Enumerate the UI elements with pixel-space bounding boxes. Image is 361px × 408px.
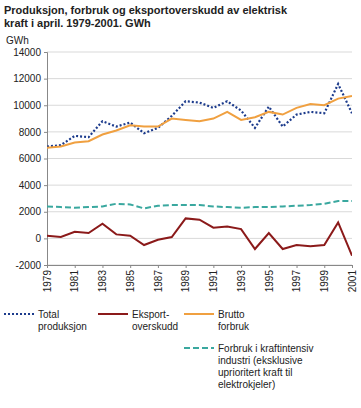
y-tick-label: 6000 [19,153,42,164]
grid-line [47,78,352,79]
y-tick-mark [44,105,47,106]
y-tick-label: 14000 [13,47,41,58]
x-tick-label: 1987 [153,270,164,293]
series-line [47,84,352,147]
x-tick-label: 1983 [97,270,108,293]
x-tick-label: 1981 [69,270,80,293]
y-tick-mark [44,159,47,160]
x-tick-mark [186,265,187,268]
x-tick-label: 1979 [42,270,53,293]
y-tick-mark [44,132,47,133]
y-tick-mark [44,52,47,53]
legend-label: Forbruk i kraftintensivindustri (eksklus… [218,343,314,390]
x-tick-label: 1995 [264,270,275,293]
x-tick-mark [352,265,353,268]
grid [47,52,352,265]
y-tick: 0 [35,233,47,244]
series-line [47,218,352,255]
x-tick: 1995 [264,265,275,292]
x-tick-label: 1993 [236,270,247,293]
x-tick-mark [324,265,325,268]
y-tick-label: 0 [35,233,41,244]
x-tick: 1983 [97,265,108,292]
y-tick-mark [44,185,47,186]
y-tick: 8000 [19,127,47,138]
y-tick: 4000 [19,180,47,191]
y-tick-mark [44,238,47,239]
x-tick-mark [102,265,103,268]
x-tick-mark [241,265,242,268]
legend-swatch [98,313,128,315]
y-tick-label: 10000 [13,100,41,111]
y-tick-mark [44,79,47,80]
legend-item: Eksport-overskudd [98,309,178,332]
y-tick: 12000 [13,73,47,84]
x-tick: 1993 [236,265,247,292]
lines [47,84,352,256]
title: Produksjon, forbruk og eksportoverskudd … [4,4,288,29]
x-tick-label: 1997 [291,270,302,293]
legend-label: Bruttoforbruk [218,309,250,332]
x-tick-mark [47,265,48,268]
grid-line [47,211,352,212]
x-tick-mark [213,265,214,268]
x-tick-label: 1985 [125,270,136,293]
legend-swatch [4,313,34,315]
legend: Totalproduksjon Eksport-overskudd Bruttofo… [4,309,314,390]
x-tick-label: 1989 [180,270,191,293]
x-axis-line [48,266,353,269]
grid-line [47,131,352,132]
x-tick-label: 1991 [208,270,219,293]
y-tick-label: 12000 [13,73,41,84]
x-tick: 1987 [153,265,164,292]
x-tick: 1985 [125,265,136,292]
x-tick: 1997 [291,265,302,292]
x-tick: 1989 [180,265,191,292]
legend-label: Totalproduksjon [38,309,87,332]
x-tick-label: 2001 [347,270,358,293]
grid-line [47,158,352,159]
y-axis-line [44,53,48,266]
x-tick: 2001 [347,265,358,292]
x-tick-label: 1999 [319,270,330,293]
x-tick-mark [297,265,298,268]
x-tick: 1999 [319,265,330,292]
x-tick-mark [158,265,159,268]
x-tick-mark [269,265,270,268]
y-tick: 2000 [19,206,47,217]
legend-item: Bruttoforbruk [184,309,250,332]
legend-swatch [184,347,214,349]
grid-line [47,238,352,239]
y-tick-mark [44,212,47,213]
x-tick-mark [75,265,76,268]
legend-item: Forbruk i kraftintensivindustri (eksklus… [184,343,314,390]
grid-line [47,52,352,53]
y-tick-mark [44,265,47,266]
y-tick-label: -2000 [15,260,41,271]
y-tick: -2000 [15,260,47,271]
chart: Produksjon, forbruk og eksportoverskudd … [0,0,361,408]
y-tick: 6000 [19,153,47,164]
y-axis: -2000 0 2000 4000 6000 8000 10000 12000 14000 [13,47,47,271]
y-tick-label: 4000 [19,180,42,191]
x-tick: 1981 [69,265,80,292]
y-tick: 10000 [13,100,47,111]
x-tick: 1979 [42,265,53,292]
y-tick-label: 8000 [19,127,42,138]
x-tick-mark [130,265,131,268]
y-tick-label: 2000 [19,206,42,217]
series-line [47,201,352,208]
y-tick: 14000 [13,47,47,58]
x-axis: 1979 1981 1983 1985 1987 1989 1991 1993 1995 1997… [42,265,358,292]
legend-swatch [184,313,214,315]
y-axis-label: GWh [6,35,29,46]
legend-label: Eksport-overskudd [132,309,178,332]
grid-line [47,185,352,186]
series-line [47,96,352,148]
x-tick: 1991 [208,265,219,292]
legend-item: Totalproduksjon [4,309,87,332]
